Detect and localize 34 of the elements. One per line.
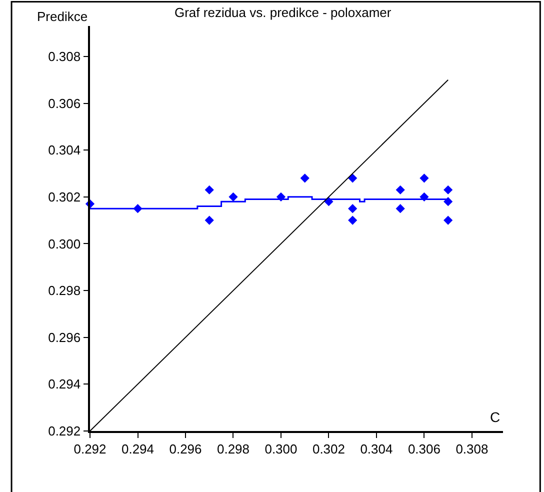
chart-title: Graf rezidua vs. predikce - poloxamer xyxy=(174,4,392,20)
x-tick-label: 0.306 xyxy=(408,441,440,456)
x-axis-title: C xyxy=(490,409,500,425)
y-tick-label: 0.298 xyxy=(48,283,81,298)
x-tick-label: 0.304 xyxy=(360,441,393,456)
y-tick-label: 0.294 xyxy=(48,376,81,392)
point xyxy=(420,174,429,183)
y-axis-title: Predikce xyxy=(37,9,88,24)
point xyxy=(396,185,405,194)
point xyxy=(444,185,453,194)
x-tick-label: 0.308 xyxy=(456,441,488,456)
x-tick-label: 0.300 xyxy=(264,441,298,456)
x-tick-label: 0.294 xyxy=(121,441,154,456)
point xyxy=(204,216,214,225)
y-tick-label: 0.306 xyxy=(48,96,81,111)
y-tick-label: 0.300 xyxy=(48,236,81,252)
point xyxy=(300,174,310,183)
y-tick-label: 0.292 xyxy=(48,424,81,439)
point xyxy=(228,192,238,202)
y-tick-label: 0.302 xyxy=(48,189,81,204)
point xyxy=(348,174,358,183)
point xyxy=(348,216,358,225)
point xyxy=(444,197,453,206)
x-tick-label: 0.302 xyxy=(312,441,346,456)
y-tick-label: 0.296 xyxy=(48,330,81,345)
x-tick-label: 0.298 xyxy=(216,441,250,456)
y-tick-label: 0.308 xyxy=(48,48,81,64)
point xyxy=(444,216,453,225)
x-tick-label: 0.296 xyxy=(169,441,202,456)
y-tick-label: 0.304 xyxy=(48,142,81,158)
point xyxy=(204,185,214,194)
point xyxy=(396,204,405,214)
x-tick-label: 0.292 xyxy=(74,441,106,456)
point xyxy=(348,204,358,214)
